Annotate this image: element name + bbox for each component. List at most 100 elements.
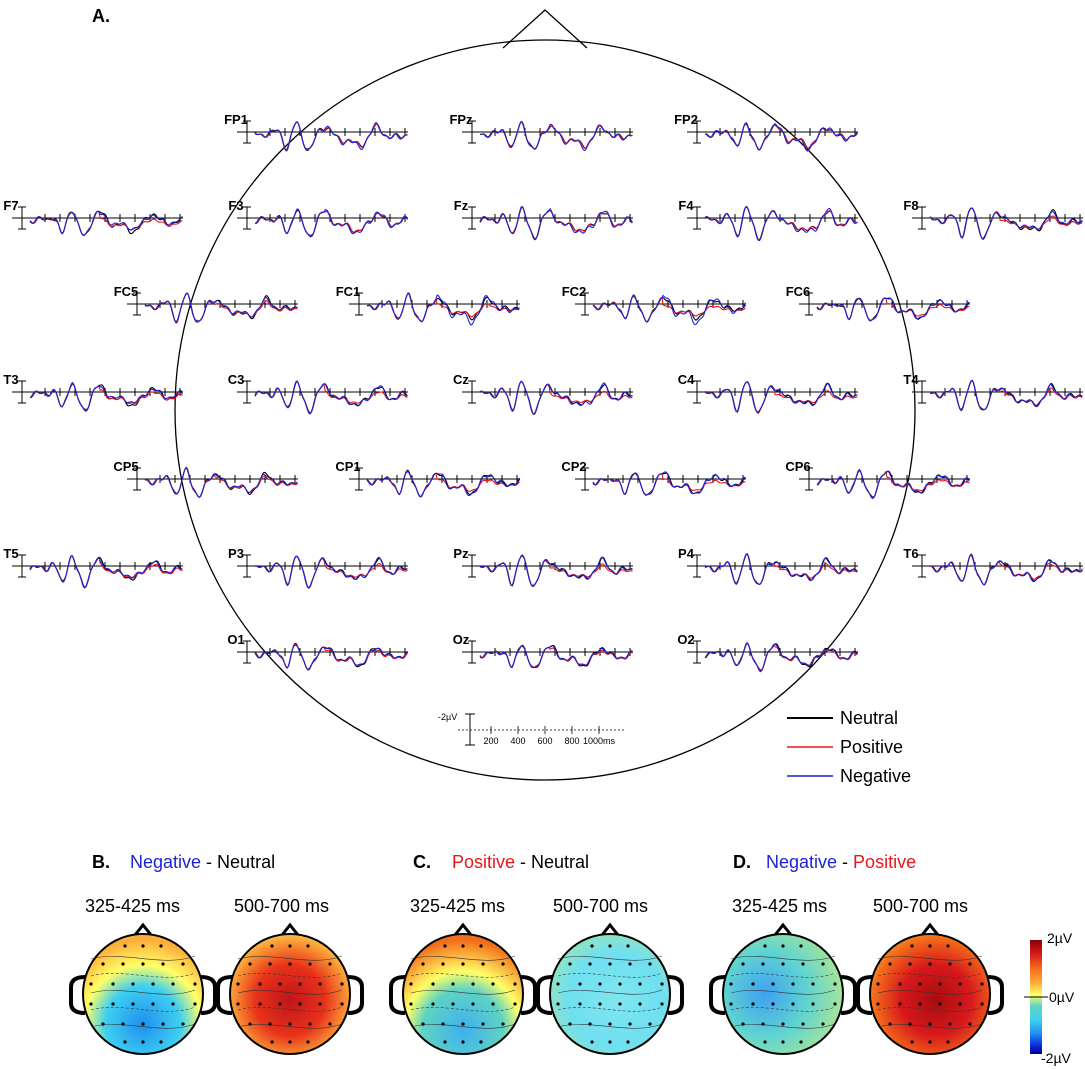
erp-electrode-t5: T5: [3, 546, 183, 589]
panel-c-title-part-1: Positive: [452, 852, 515, 872]
topo-electrode-dot: [638, 982, 642, 986]
topo-map-b-1: [69, 922, 217, 1055]
erp-trace-fz-negative: [479, 205, 633, 241]
panel-b-title-part-3: Neutral: [217, 852, 275, 872]
topo-electrode-dot: [131, 1002, 135, 1006]
topo-electrode-dot: [268, 962, 272, 966]
topo-contour: [410, 955, 516, 961]
erp-electrode-t3: T3: [3, 372, 183, 412]
topo-electrode-dot: [791, 982, 795, 986]
topo-electrode-dot: [443, 944, 447, 948]
topo-electrode-dot: [111, 982, 115, 986]
topo-contour: [730, 1006, 836, 1012]
topo-electrode-dot: [781, 944, 785, 948]
erp-electrode-t6: T6: [903, 546, 1083, 586]
erp-trace-cp2-neutral: [592, 472, 746, 496]
topo-electrode-dot: [131, 982, 135, 986]
erp-trace-p4-negative: [704, 553, 858, 586]
electrode-label-fc1: FC1: [336, 284, 361, 299]
topo-map-c-2: [536, 922, 684, 1055]
topo-electrode-dot: [491, 982, 495, 986]
legend: Neutral Positive Negative: [787, 708, 911, 786]
erp-electrode-cp6: CP6: [785, 459, 970, 500]
topo-electrode-dot: [340, 1002, 344, 1006]
topo-electrode-dot: [308, 962, 312, 966]
colorbar-min-label: -2µV: [1041, 1050, 1072, 1066]
topo-electrode-dot: [928, 962, 932, 966]
erp-trace-c4-positive: [704, 381, 858, 414]
topo-electrode-dot: [123, 944, 127, 948]
electrode-label-fc6: FC6: [786, 284, 811, 299]
erp-trace-fc5-negative: [144, 292, 298, 323]
topo-electrode-dot: [479, 944, 483, 948]
topo-electrode-dot: [608, 1040, 612, 1044]
topo-electrode-dot: [980, 1002, 984, 1006]
erp-trace-fpz-negative: [479, 120, 633, 152]
topo-scalp: [869, 933, 991, 1055]
topo-electrode-dot: [876, 1002, 880, 1006]
topo-electrode-dot: [588, 962, 592, 966]
topo-electrode-dot: [308, 1022, 312, 1026]
erp-trace-f4-negative: [704, 206, 858, 241]
erp-trace-f4-neutral: [704, 205, 858, 242]
topo-contour: [410, 1006, 516, 1012]
topo-contour: [237, 1023, 343, 1029]
topo-electrode-dot: [771, 982, 775, 986]
panel-b-window-2: 500-700 ms: [234, 896, 329, 916]
topo-electrode-dot: [968, 1022, 972, 1026]
erp-trace-t3-positive: [29, 382, 183, 411]
electrode-label-p3: P3: [228, 546, 244, 561]
topo-scalp: [82, 933, 204, 1055]
topo-ear-right: [987, 975, 1004, 1015]
scale-tick-label: 400: [510, 736, 525, 746]
panel-d-label: D.: [733, 852, 751, 872]
electrode-label-cz: Cz: [453, 372, 469, 387]
electrode-label-t5: T5: [3, 546, 18, 561]
erp-trace-fc6-positive: [816, 297, 970, 322]
topo-electrode-dot: [171, 1002, 175, 1006]
erp-electrode-cp5: CP5: [113, 459, 298, 498]
electrode-label-f8: F8: [903, 198, 918, 213]
topo-map-d-2: [856, 922, 1004, 1055]
topo-electrode-dot: [236, 1002, 240, 1006]
erp-trace-oz-neutral: [479, 645, 633, 669]
topo-electrode-dot: [946, 944, 950, 948]
topo-nose: [773, 922, 793, 936]
topo-scalp: [549, 933, 671, 1055]
topo-electrode-dot: [578, 982, 582, 986]
scale-tick-label: 800: [564, 736, 579, 746]
electrode-label-p4: P4: [678, 546, 695, 561]
panel-c-window-1: 325-425 ms: [410, 896, 505, 916]
erp-trace-p3-neutral: [254, 555, 408, 589]
electrode-label-fz: Fz: [454, 198, 469, 213]
erp-trace-fc6-neutral: [816, 297, 970, 322]
topo-contour: [877, 989, 983, 995]
topo-maps: [69, 922, 1004, 1055]
topo-contour: [90, 955, 196, 961]
erp-electrode-fc6: FC6: [786, 284, 970, 322]
topo-scalp: [722, 933, 844, 1055]
topo-electrode-dot: [763, 1040, 767, 1044]
topo-electrode-dot: [799, 1040, 803, 1044]
topo-electrode-dot: [461, 962, 465, 966]
scale-bar: -2µV 200 400 600 800 1000ms: [438, 712, 626, 746]
topo-electrode-dot: [980, 982, 984, 986]
topo-nose: [280, 922, 300, 936]
topo-contour: [730, 1023, 836, 1029]
electrode-label-fc5: FC5: [114, 284, 139, 299]
topo-electrode-dot: [811, 982, 815, 986]
topo-electrode-dot: [471, 1002, 475, 1006]
erp-electrode-c4: C4: [678, 372, 858, 414]
erp-electrode-fc5: FC5: [114, 284, 298, 324]
erp-trace-t5-neutral: [29, 555, 183, 588]
erp-trace-t4-negative: [929, 379, 1083, 411]
topo-electrode-dot: [660, 982, 664, 986]
topo-electrode-dot: [441, 962, 445, 966]
topo-electrode-dot: [801, 1022, 805, 1026]
colorbar-max-label: 2µV: [1047, 930, 1073, 946]
erp-trace-fc2-negative: [592, 294, 746, 326]
topo-electrode-dot: [618, 1002, 622, 1006]
topo-contour: [557, 1023, 663, 1029]
electrode-label-f3: F3: [228, 198, 243, 213]
topo-electrode-dot: [193, 1002, 197, 1006]
